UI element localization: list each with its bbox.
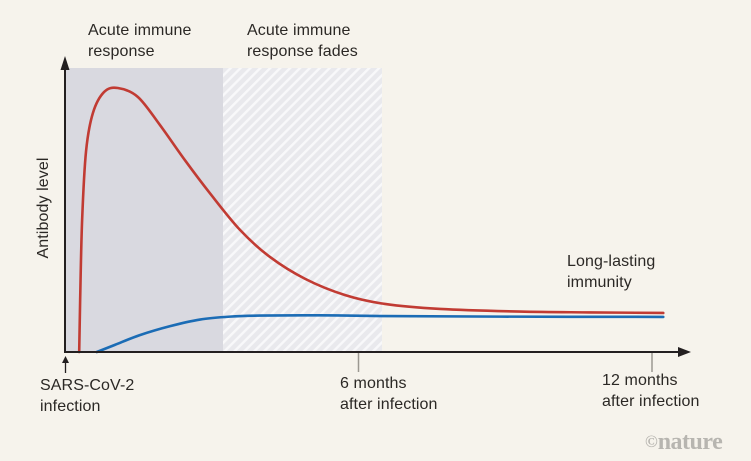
y-axis-label: Antibody level xyxy=(35,157,52,259)
annotation-acute-immune-response: Acute immune response xyxy=(88,22,192,60)
annotation-acute-response-fades: Acute immune response fades xyxy=(247,22,358,60)
origin-arrow-icon xyxy=(62,356,69,363)
region-solid xyxy=(65,68,224,352)
shaded-regions xyxy=(65,68,382,352)
curve-red-acute-antibody xyxy=(77,86,665,354)
x-tick-label-12-months: 12 months after infection xyxy=(602,372,700,410)
nature-watermark: ©nature xyxy=(645,429,723,456)
x-tick-label-origin: SARS-CoV-2 infection xyxy=(40,377,135,415)
copyright-icon: © xyxy=(645,432,658,451)
y-axis-arrowhead-icon xyxy=(60,56,70,70)
axes xyxy=(60,56,691,373)
x-axis-ticks xyxy=(357,353,653,372)
data-curves xyxy=(77,86,665,354)
curve-blue-long-lasting xyxy=(95,313,665,354)
nature-logo-text: nature xyxy=(657,429,723,455)
annotation-long-lasting-immunity: Long-lasting immunity xyxy=(567,253,656,291)
region-hatch-texture xyxy=(223,68,382,352)
x-axis-arrowhead-icon xyxy=(678,347,691,357)
x-tick-label-6-months: 6 months after infection xyxy=(340,375,438,413)
